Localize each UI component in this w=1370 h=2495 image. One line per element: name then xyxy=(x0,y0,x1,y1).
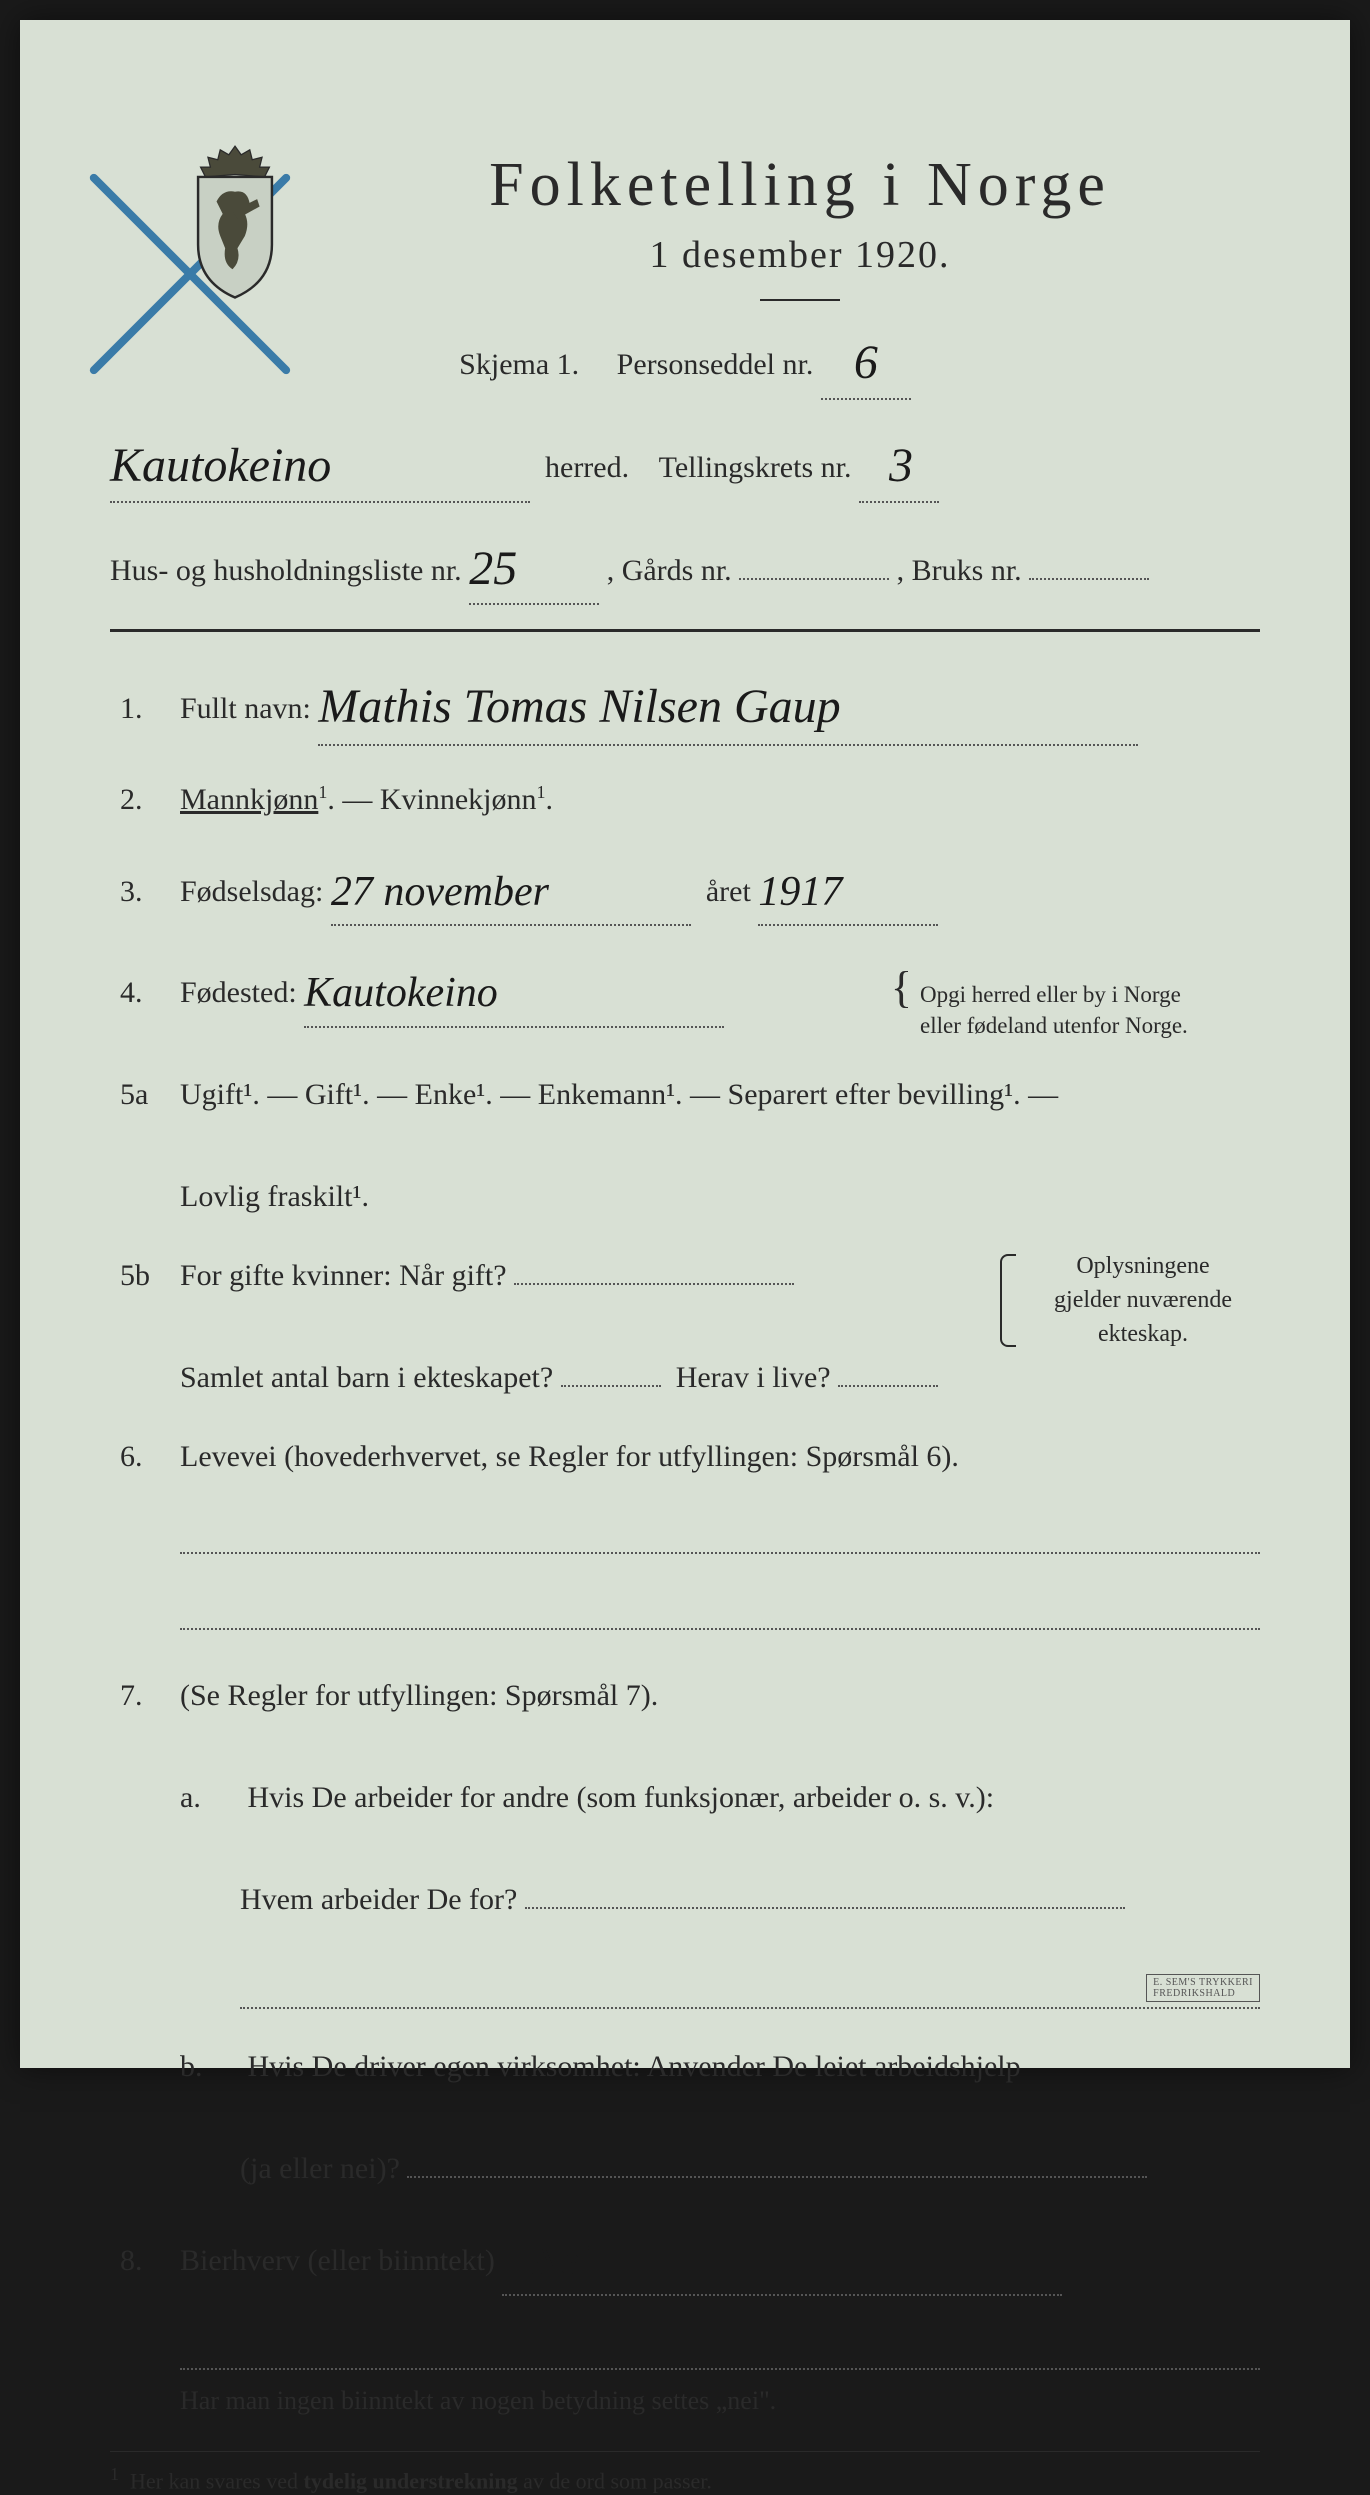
herred-value: Kautokeino xyxy=(110,428,331,505)
q5a-num: 5a xyxy=(110,1078,180,1112)
gards-label: , Gårds nr. xyxy=(607,554,732,587)
q5b-blank2 xyxy=(561,1385,661,1387)
q5b-row: 5b Oplysningene gjelder nuværende ektesk… xyxy=(110,1250,1260,1403)
herred-line: Kautokeino herred. Tellingskrets nr. 3 xyxy=(110,424,1260,503)
q7b-blank xyxy=(407,2176,1147,2178)
q2-row: 2. Mannkjønn1. — Kvinnekjønn1. xyxy=(110,774,1260,825)
q7-intro: (Se Regler for utfyllingen: Spørsmål 7). xyxy=(180,1679,658,1712)
footnote-divider xyxy=(110,2451,1260,2452)
q1-label: Fullt navn: xyxy=(180,692,311,725)
husliste-nr: 25 xyxy=(469,531,517,608)
q8-num: 8. xyxy=(110,2244,180,2278)
q7a-line2: Hvem arbeider De for? xyxy=(240,1883,517,1916)
bruks-label: , Bruks nr. xyxy=(897,554,1022,587)
q5b-label2: Samlet antal barn i ekteskapet? xyxy=(180,1361,553,1394)
q6-text: Levevei (hovederhvervet, se Regler for u… xyxy=(180,1440,959,1473)
q2-kvinne: Kvinnekjønn xyxy=(380,783,537,816)
q3-label: Fødselsdag: xyxy=(180,875,323,908)
q7-row: 7. (Se Regler for utfyllingen: Spørsmål … xyxy=(110,1670,1260,2194)
printer-mark: E. SEM'S TRYKKERIFREDRIKSHALD xyxy=(1146,1974,1260,2002)
husliste-line: Hus- og husholdningsliste nr. 25 , Gårds… xyxy=(110,527,1260,606)
q3-year-label: året xyxy=(706,875,751,908)
q4-row: 4. Fødested: Kautokeino { Opgi herred el… xyxy=(110,954,1260,1041)
q7a-line1: Hvis De arbeider for andre (som funksjon… xyxy=(248,1781,995,1814)
q3-day: 27 november xyxy=(331,857,549,928)
q1-row: 1. Fullt navn: Mathis Tomas Nilsen Gaup xyxy=(110,662,1260,746)
blank-line xyxy=(180,1510,1260,1554)
tellingskrets-label: Tellingskrets nr. xyxy=(659,451,852,484)
tellingskrets-nr: 3 xyxy=(889,428,913,505)
brace-icon: { xyxy=(891,975,912,1001)
q7b-line1: Hvis De driver egen virksomhet: Anvender… xyxy=(248,2050,1021,2083)
bruks-nr-blank xyxy=(1029,578,1149,580)
footer-note1: Har man ingen biinntekt av nogen betydni… xyxy=(180,2380,1260,2422)
skjema-line: Skjema 1. Personseddel nr. 6 xyxy=(110,321,1260,400)
q6-row: 6. Levevei (hovederhvervet, se Regler fo… xyxy=(110,1431,1260,1482)
q4-label: Fødested: xyxy=(180,976,297,1009)
personseddel-nr: 6 xyxy=(854,325,878,402)
q5b-num: 5b xyxy=(110,1259,180,1293)
blank-line xyxy=(180,1586,1260,1630)
footnote: 1 Her kan svares ved tydelig understrekn… xyxy=(110,2464,1260,2494)
husliste-label: Hus- og husholdningsliste nr. xyxy=(110,554,462,587)
q3-year: 1917 xyxy=(758,857,842,928)
q4-value: Kautokeino xyxy=(304,958,498,1029)
section-divider xyxy=(110,629,1260,632)
census-form-document: Folketelling i Norge 1 desember 1920. Sk… xyxy=(20,20,1350,2068)
q2-sep: — xyxy=(342,783,380,816)
q8-label: Bierhverv (eller biinntekt) xyxy=(180,2244,495,2277)
blank-line xyxy=(240,1965,1260,2009)
q2-mann: Mannkjønn xyxy=(180,783,318,816)
q7b-letter: b. xyxy=(180,2041,240,2092)
q8-row: 8. Bierhverv (eller biinntekt) Nei xyxy=(110,2222,1260,2295)
q2-num: 2. xyxy=(110,783,180,817)
main-title: Folketelling i Norge xyxy=(340,150,1260,221)
q5a-text2: Lovlig fraskilt¹. xyxy=(180,1180,369,1213)
q7a-letter: a. xyxy=(180,1772,240,1823)
q5b-note: Oplysningene gjelder nuværende ekteskap. xyxy=(1000,1250,1260,1351)
gards-nr-blank xyxy=(739,578,889,580)
norwegian-coat-of-arms xyxy=(170,140,300,300)
subtitle-date: 1 desember 1920. xyxy=(340,233,1260,277)
q4-note: Opgi herred eller by i Norge eller fødel… xyxy=(920,979,1260,1041)
q5b-blank1 xyxy=(514,1283,794,1285)
q4-num: 4. xyxy=(110,976,180,1010)
q3-num: 3. xyxy=(110,875,180,909)
personseddel-label: Personseddel nr. xyxy=(617,348,814,381)
skjema-label: Skjema 1. xyxy=(459,348,579,381)
blank-line xyxy=(180,2326,1260,2370)
q5b-label1: For gifte kvinner: Når gift? xyxy=(180,1259,507,1292)
q6-num: 6. xyxy=(110,1440,180,1474)
q7-num: 7. xyxy=(110,1679,180,1713)
title-block: Folketelling i Norge 1 desember 1920. xyxy=(340,120,1260,301)
q7b-line2: (ja eller nei)? xyxy=(240,2152,400,2185)
q5b-label3: Herav i live? xyxy=(676,1361,831,1394)
header-row: Folketelling i Norge 1 desember 1920. xyxy=(110,120,1260,301)
q6-blank-lines xyxy=(180,1510,1260,1630)
q3-row: 3. Fødselsdag: 27 november året 1917 xyxy=(110,853,1260,926)
q5b-blank3 xyxy=(838,1385,938,1387)
q1-value: Mathis Tomas Nilsen Gaup xyxy=(318,666,840,748)
q5a-row: 5a Ugift¹. — Gift¹. — Enke¹. — Enkemann¹… xyxy=(110,1069,1260,1222)
q5a-text: Ugift¹. — Gift¹. — Enke¹. — Enkemann¹. —… xyxy=(180,1078,1058,1111)
q7a-blank xyxy=(525,1907,1125,1909)
herred-label: herred. xyxy=(545,451,629,484)
title-underline xyxy=(760,299,840,301)
q1-num: 1. xyxy=(110,692,180,726)
q8-value: Nei xyxy=(532,2226,590,2297)
